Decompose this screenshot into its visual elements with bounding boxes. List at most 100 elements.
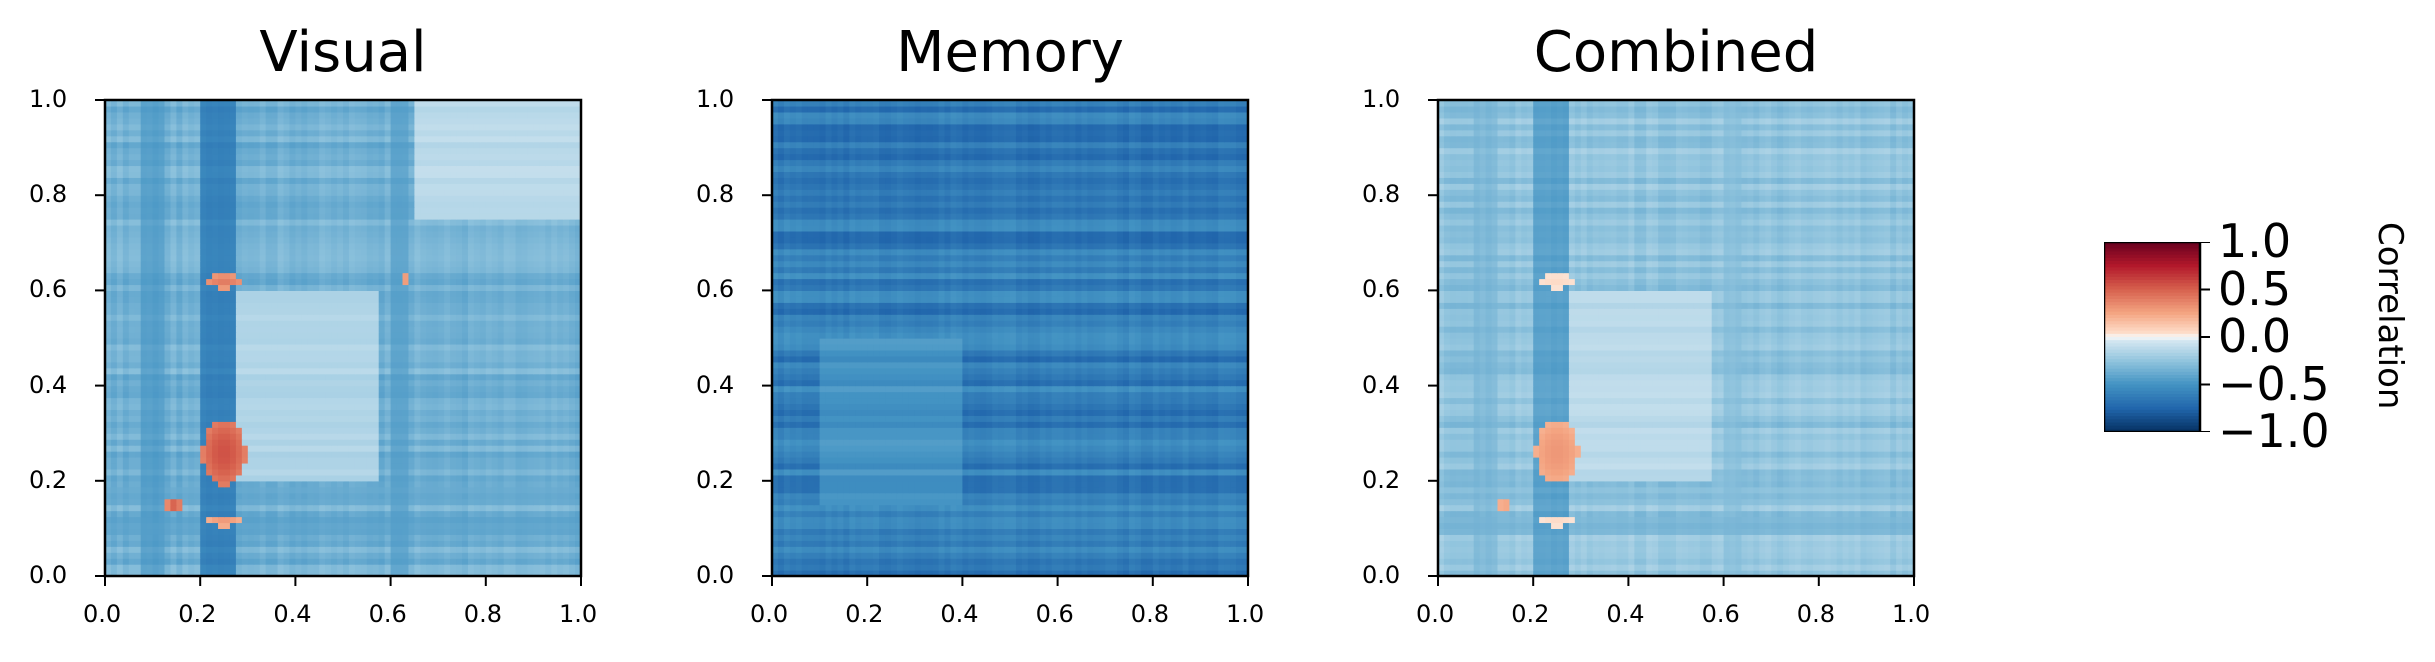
heatmap-cell — [253, 338, 261, 345]
heatmap-cell — [343, 528, 350, 535]
heatmap-cell — [390, 457, 398, 464]
heatmap-cell — [360, 242, 368, 250]
heatmap-cell — [229, 462, 237, 470]
heatmap-cell — [372, 570, 380, 577]
heatmap-cell — [408, 546, 415, 553]
heatmap-cell — [283, 248, 291, 256]
heatmap-cell — [212, 457, 219, 464]
heatmap-cell — [432, 284, 439, 291]
heatmap-cell — [224, 391, 231, 399]
heatmap-cell — [200, 480, 207, 488]
heatmap-cell — [295, 242, 302, 250]
heatmap-cell — [444, 343, 451, 351]
heatmap-cell — [348, 361, 356, 369]
heatmap-cell — [105, 552, 112, 559]
heatmap-cell — [557, 361, 564, 369]
heatmap-cell — [557, 552, 564, 559]
heatmap-cell — [491, 367, 499, 375]
heatmap-cell — [575, 415, 582, 422]
heatmap-cell — [259, 457, 267, 464]
heatmap-cell — [325, 546, 332, 553]
heatmap-cell — [426, 367, 433, 375]
heatmap-cell — [545, 260, 552, 268]
heatmap-cell — [128, 302, 136, 309]
heatmap-cell — [438, 355, 445, 363]
heatmap-cell — [307, 451, 314, 458]
heatmap-cell — [331, 236, 338, 244]
heatmap-cell — [283, 379, 291, 387]
heatmap-cell — [176, 224, 183, 232]
heatmap-cell — [426, 415, 433, 422]
heatmap-cell — [259, 361, 267, 369]
heatmap-cell — [140, 355, 148, 363]
heatmap-cell — [319, 522, 326, 529]
heatmap-cell — [408, 343, 415, 351]
heatmap-cell — [313, 343, 320, 351]
heatmap-cell — [152, 367, 160, 375]
heatmap-cell — [402, 343, 410, 351]
heatmap-cell — [307, 332, 314, 339]
heatmap-cell — [414, 236, 421, 244]
heatmap-cell — [331, 451, 338, 458]
heatmap-cell — [182, 546, 189, 553]
heatmap-cell — [527, 445, 534, 452]
heatmap-cell — [176, 427, 183, 434]
heatmap-cell — [188, 201, 195, 208]
heatmap-cell — [479, 504, 487, 512]
heatmap-cell — [140, 308, 148, 315]
heatmap-cell — [241, 468, 249, 476]
heatmap-cell — [491, 373, 499, 381]
heatmap-cell — [569, 415, 576, 422]
heatmap-cell — [146, 338, 154, 345]
heatmap-cell — [259, 254, 267, 262]
heatmap-cell — [164, 266, 172, 274]
heatmap-cell — [331, 272, 338, 280]
heatmap-cell — [105, 492, 112, 500]
heatmap-cell — [527, 504, 534, 512]
heatmap-cell — [444, 326, 451, 333]
heatmap-cell — [515, 314, 523, 321]
heatmap-cell — [247, 201, 255, 208]
heatmap-cell — [265, 248, 273, 256]
heatmap-cell — [247, 242, 255, 250]
heatmap-cell — [301, 570, 308, 577]
heatmap-cell — [378, 320, 386, 327]
heatmap-cell — [539, 504, 546, 512]
heatmap-cell — [313, 254, 320, 262]
heatmap-cell — [188, 219, 195, 226]
heatmap-cell — [426, 284, 433, 291]
heatmap-cell — [158, 338, 166, 345]
heatmap-cell — [402, 564, 410, 571]
heatmap-cell — [462, 451, 469, 458]
heatmap-cell — [467, 332, 475, 339]
heatmap-cell — [301, 433, 308, 440]
heatmap-cell — [277, 219, 285, 226]
heatmap-cell — [241, 272, 249, 280]
heatmap-cell — [551, 480, 558, 488]
heatmap-cell — [551, 552, 558, 559]
heatmap-cell — [354, 314, 362, 321]
heatmap-cell — [188, 498, 195, 506]
heatmap-cell — [265, 558, 273, 565]
heatmap-cell — [497, 397, 505, 405]
heatmap-cell — [277, 522, 285, 529]
heatmap-cell — [265, 540, 273, 547]
heatmap-cell — [134, 492, 142, 500]
heatmap-cell — [497, 546, 505, 553]
heatmap-cell — [212, 427, 219, 434]
heatmap-cell — [206, 462, 213, 470]
heatmap-cell — [438, 439, 445, 446]
heatmap-cell — [491, 332, 499, 339]
heatmap-cell — [289, 480, 296, 488]
heatmap-cell — [539, 516, 546, 524]
heatmap-cell — [307, 445, 314, 452]
heatmap-cell — [325, 480, 332, 488]
heatmap-cell — [372, 391, 380, 399]
heatmap-cell — [402, 302, 410, 309]
heatmap-cell — [134, 570, 142, 577]
heatmap-cell — [450, 367, 457, 375]
heatmap-cell — [348, 528, 356, 535]
heatmap-cell — [301, 558, 308, 565]
heatmap-cell — [331, 462, 338, 470]
heatmap-cell — [444, 302, 451, 309]
